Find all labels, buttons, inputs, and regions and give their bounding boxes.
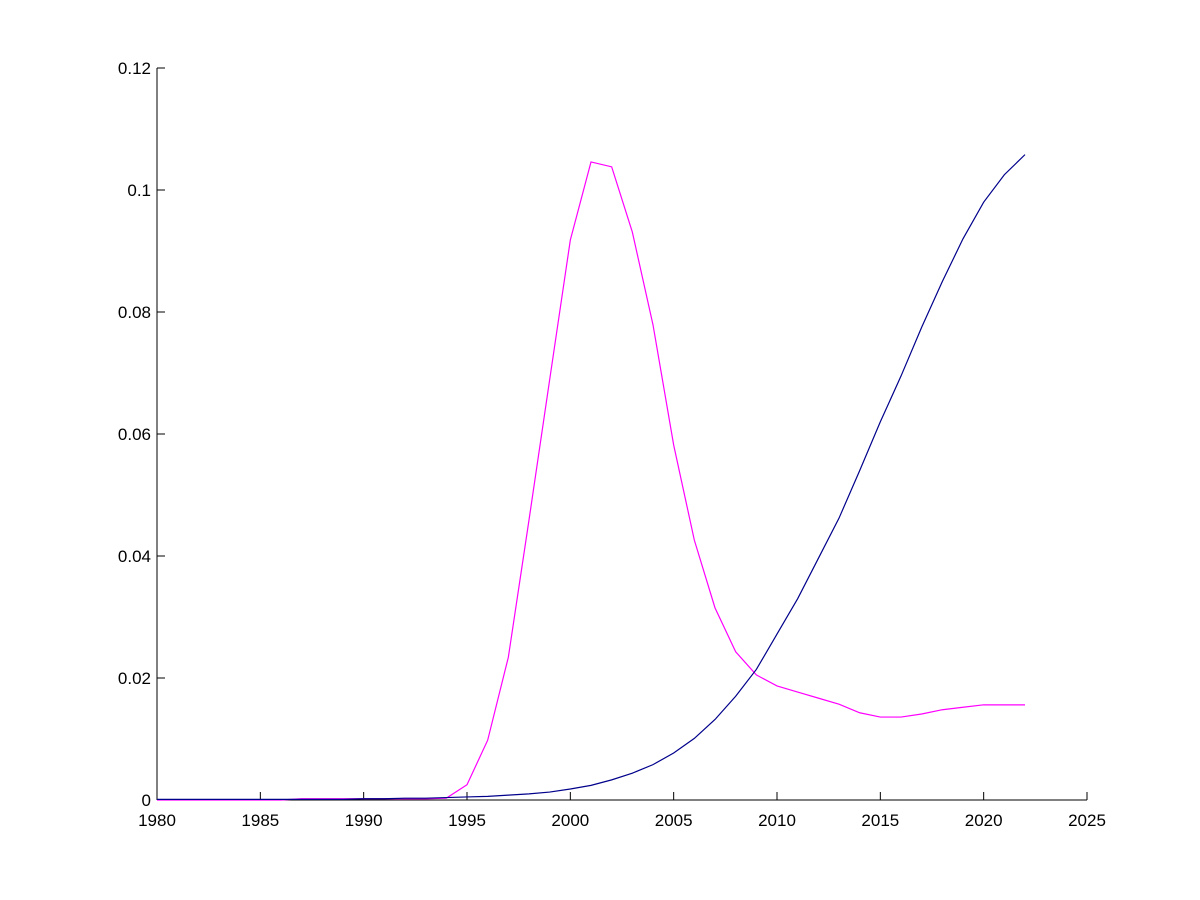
y-tick-label: 0.12 (118, 59, 151, 78)
x-tick-label: 1985 (241, 811, 279, 830)
x-tick-label: 2010 (758, 811, 796, 830)
y-tick-label: 0.08 (118, 303, 151, 322)
y-tick-label: 0.04 (118, 547, 151, 566)
x-tick-label: 2025 (1068, 811, 1106, 830)
series-line (157, 161, 1025, 801)
x-tick-label: 2015 (861, 811, 899, 830)
y-tick-label: 0 (142, 791, 151, 810)
x-tick-label: 1980 (138, 811, 176, 830)
x-tick-label: 2020 (965, 811, 1003, 830)
x-tick-label: 2005 (655, 811, 693, 830)
x-tick-label: 1995 (448, 811, 486, 830)
y-tick-label: 0.06 (118, 425, 151, 444)
x-tick-label: 1990 (345, 811, 383, 830)
x-tick-label: 2000 (551, 811, 589, 830)
y-tick-label: 0.02 (118, 669, 151, 688)
y-tick-label: 0.1 (127, 181, 151, 200)
series-line (157, 154, 1026, 800)
